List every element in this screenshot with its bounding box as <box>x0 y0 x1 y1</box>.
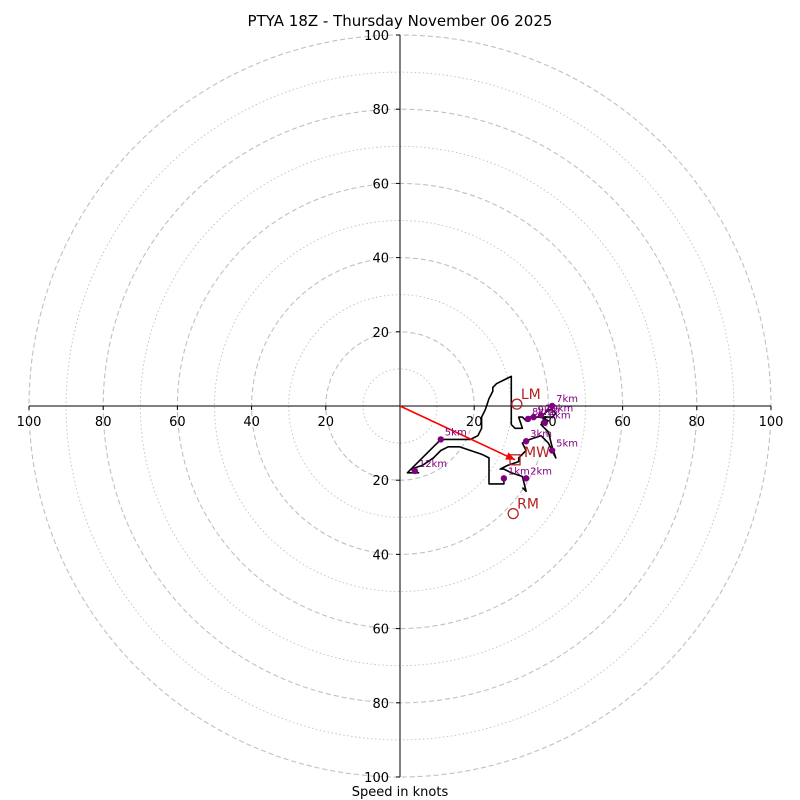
left-mover-label: LM <box>521 387 541 403</box>
x-tick-label: 100 <box>759 415 784 430</box>
y-tick-label: 40 <box>372 548 389 563</box>
x-tick-label: 100 <box>17 415 42 430</box>
height-marker-dot <box>541 419 548 426</box>
y-tick-label: 80 <box>372 103 389 118</box>
x-tick-label: 40 <box>243 415 260 430</box>
height-marker-label: 3km <box>530 429 552 440</box>
storm-motion-markers: MW LM RM <box>507 387 550 520</box>
height-marker-label: 7km <box>556 394 578 405</box>
height-marker-dot <box>500 475 508 482</box>
height-marker-dot <box>522 438 530 445</box>
x-tick-label: 80 <box>95 415 112 430</box>
shear-vector-line <box>399 405 516 461</box>
tick-labels: 100 80 60 40 20 20 40 60 80 100100806040202040608… <box>17 29 784 786</box>
right-mover-marker <box>507 507 519 520</box>
mean-wind-label: MW <box>524 445 550 461</box>
height-marker-label: 1km <box>508 466 530 477</box>
height-marker-label: 6km <box>549 411 571 422</box>
x-axis-label: Speed in knots <box>352 785 449 800</box>
y-tick-label: 60 <box>372 177 389 192</box>
x-tick-label: 60 <box>169 415 186 430</box>
right-mover-label: RM <box>517 497 539 513</box>
y-tick-label: 100 <box>364 29 389 44</box>
y-tick-label: 100 <box>364 771 389 786</box>
height-marker-label: 2km <box>530 466 552 477</box>
y-tick-label: 20 <box>372 326 389 341</box>
height-marker-dot <box>437 436 445 443</box>
height-marker-dot <box>530 413 537 421</box>
height-marker-dot <box>548 447 556 454</box>
x-tick-label: 60 <box>614 415 631 430</box>
x-tick-label: 20 <box>466 415 483 430</box>
y-tick-label: 80 <box>372 697 389 712</box>
chart-title: PTYA 18Z - Thursday November 06 2025 <box>248 12 553 30</box>
y-tick-label: 40 <box>372 252 389 267</box>
height-marker-label: 12km <box>419 459 447 470</box>
x-tick-label: 20 <box>318 415 335 430</box>
height-marker-label: 10km <box>545 403 573 414</box>
height-marker-dot <box>537 412 545 419</box>
height-marker-label: 9km <box>538 405 560 416</box>
hodograph-trace-line <box>406 375 557 493</box>
height-marker-dot <box>524 415 532 423</box>
y-tick-label: 60 <box>372 623 389 638</box>
left-mover-marker <box>511 398 523 410</box>
height-marker-label: 8km <box>532 407 554 418</box>
y-tick-label: 20 <box>372 474 389 489</box>
height-marker-dot <box>548 402 556 410</box>
mean-wind-marker <box>509 454 521 466</box>
height-marker-label: 5km <box>556 439 578 450</box>
height-marker-dot <box>522 475 530 482</box>
x-tick-label: 80 <box>689 415 706 430</box>
height-marker-label: 5km <box>445 427 467 438</box>
height-marker-dot <box>411 467 419 475</box>
wind-trace <box>406 375 557 493</box>
